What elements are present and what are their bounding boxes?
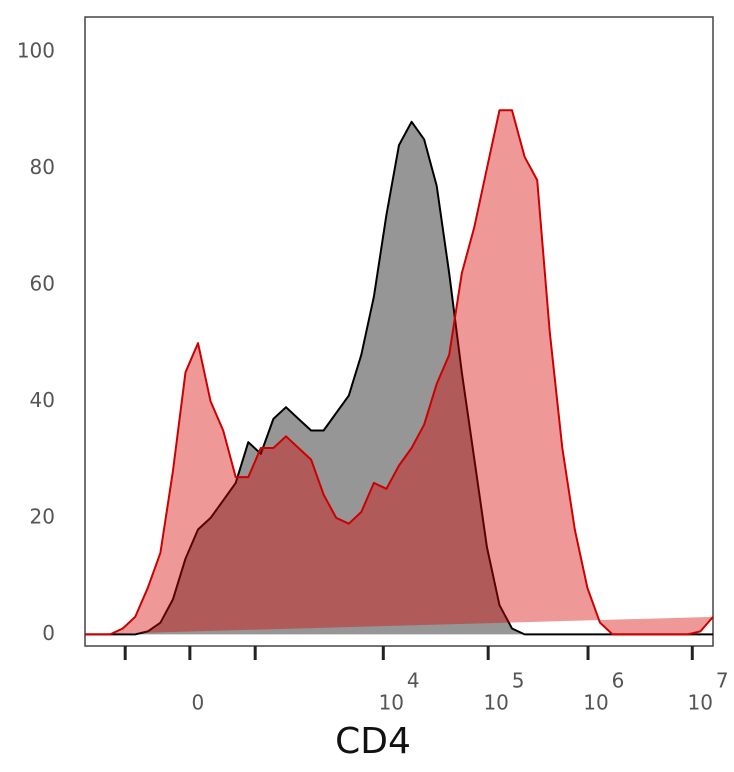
plot-area xyxy=(85,109,714,636)
y-tick-label: 80 xyxy=(30,155,55,179)
y-tick-label: 0 xyxy=(42,621,55,645)
x-tick-label: 10 xyxy=(483,691,508,715)
y-tick-label: 60 xyxy=(30,271,55,295)
area-series xyxy=(85,120,713,636)
x-tick-label: 10 xyxy=(379,691,404,715)
area-series xyxy=(85,109,714,636)
plot-frame xyxy=(84,16,714,647)
y-tick-label: 20 xyxy=(30,504,55,528)
y-tick-label: 40 xyxy=(30,388,55,412)
x-tick-exponent: 7 xyxy=(716,669,729,693)
x-tick-exponent: 4 xyxy=(407,669,420,693)
x-tick-exponent: 5 xyxy=(512,669,525,693)
x-axis-label: CD4 xyxy=(335,721,411,762)
x-tick-label: 10 xyxy=(688,691,713,715)
x-tick-label: 0 xyxy=(192,691,205,715)
x-tick-label: 10 xyxy=(583,691,608,715)
y-tick-label: 100 xyxy=(17,38,55,62)
x-tick-exponent: 6 xyxy=(612,669,625,693)
